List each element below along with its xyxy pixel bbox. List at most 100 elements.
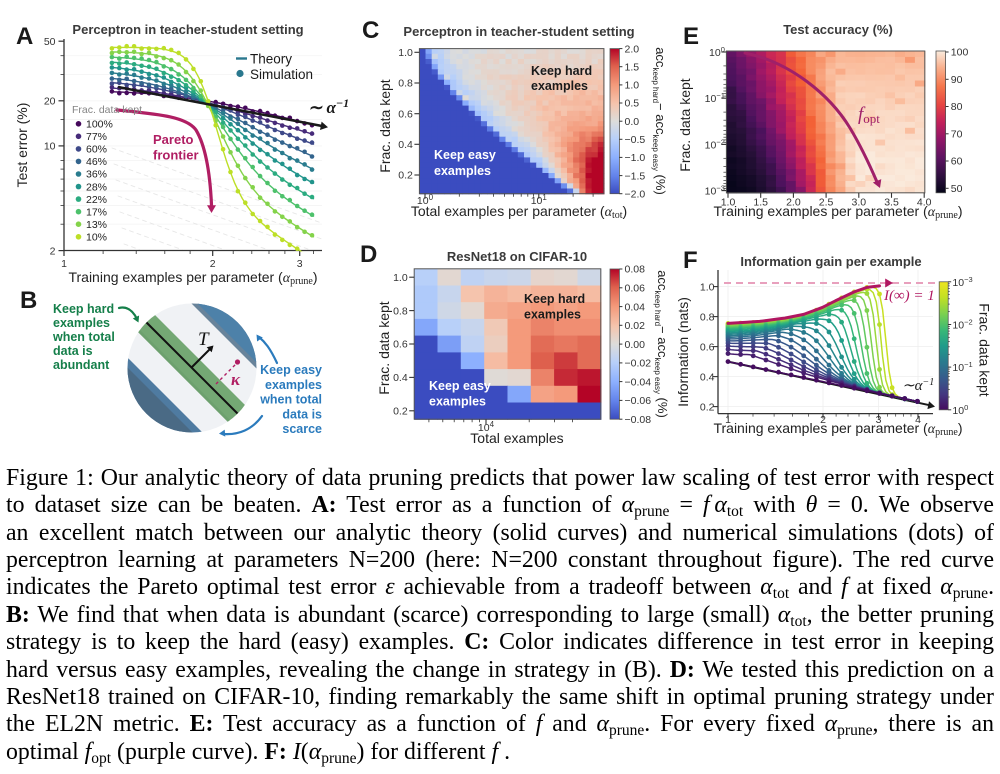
svg-text:examples: examples bbox=[429, 395, 486, 409]
svg-text:10: 10 bbox=[44, 141, 56, 153]
svg-text:−2.0: −2.0 bbox=[625, 188, 646, 200]
svg-text:2.0: 2.0 bbox=[786, 196, 801, 208]
svg-text:0.06: 0.06 bbox=[625, 282, 646, 294]
svg-text:100%: 100% bbox=[86, 119, 113, 131]
svg-text:10−1: 10−1 bbox=[952, 360, 972, 374]
svg-text:90: 90 bbox=[951, 74, 963, 86]
svg-text:1: 1 bbox=[61, 258, 67, 270]
svg-text:77%: 77% bbox=[86, 131, 107, 143]
svg-text:4.0: 4.0 bbox=[917, 196, 932, 208]
svg-text:−0.08: −0.08 bbox=[625, 414, 652, 426]
svg-text:0.4: 0.4 bbox=[393, 372, 408, 384]
svg-text:20: 20 bbox=[44, 96, 56, 108]
svg-text:E: E bbox=[683, 23, 699, 50]
svg-text:Frac. data kept: Frac. data kept bbox=[376, 301, 392, 394]
svg-text:0.5: 0.5 bbox=[625, 98, 640, 110]
svg-text:0.6: 0.6 bbox=[700, 341, 715, 353]
svg-text:acckeep hard− acckeep easy (%): acckeep hard− acckeep easy (%) bbox=[653, 270, 670, 418]
svg-text:1.0: 1.0 bbox=[398, 47, 413, 59]
svg-text:60: 60 bbox=[951, 156, 963, 168]
svg-text:0.04: 0.04 bbox=[625, 301, 646, 313]
svg-text:examples: examples bbox=[531, 79, 588, 93]
svg-text:4: 4 bbox=[915, 414, 921, 426]
svg-text:60%: 60% bbox=[86, 144, 107, 156]
svg-text:Frac. data kept: Frac. data kept bbox=[72, 104, 142, 116]
svg-text:Keep hard: Keep hard bbox=[53, 302, 114, 316]
svg-text:scarce: scarce bbox=[282, 422, 322, 436]
svg-text:when total: when total bbox=[52, 330, 115, 344]
svg-text:T: T bbox=[198, 329, 210, 350]
svg-text:B: B bbox=[20, 287, 37, 314]
svg-text:frontier: frontier bbox=[153, 148, 199, 163]
svg-text:0.8: 0.8 bbox=[393, 305, 408, 317]
svg-text:Perceptron in teacher-student: Perceptron in teacher-student setting bbox=[403, 24, 634, 39]
svg-text:∼α−1: ∼α−1 bbox=[902, 377, 934, 394]
svg-text:13%: 13% bbox=[86, 219, 107, 231]
svg-text:−0.04: −0.04 bbox=[625, 376, 652, 388]
svg-text:κ: κ bbox=[231, 370, 241, 389]
svg-text:examples: examples bbox=[524, 308, 581, 322]
svg-text:0.8: 0.8 bbox=[700, 311, 715, 323]
svg-text:−1.0: −1.0 bbox=[625, 152, 646, 164]
svg-text:1.0: 1.0 bbox=[625, 80, 640, 92]
svg-text:∼ α−1: ∼ α−1 bbox=[308, 96, 349, 117]
svg-text:50: 50 bbox=[44, 36, 56, 48]
svg-text:2.5: 2.5 bbox=[819, 196, 834, 208]
svg-text:1.0: 1.0 bbox=[393, 272, 408, 284]
svg-text:0.2: 0.2 bbox=[393, 406, 408, 418]
svg-text:Simulation: Simulation bbox=[250, 67, 313, 82]
svg-text:10−2: 10−2 bbox=[705, 137, 725, 151]
svg-text:10−3: 10−3 bbox=[952, 275, 972, 289]
svg-text:0.6: 0.6 bbox=[393, 339, 408, 351]
svg-text:examples: examples bbox=[434, 164, 491, 178]
svg-text:Keep easy: Keep easy bbox=[434, 148, 496, 162]
svg-text:ResNet18 on CIFAR-10: ResNet18 on CIFAR-10 bbox=[447, 249, 587, 264]
svg-text:Frac. data kept: Frac. data kept bbox=[677, 78, 693, 171]
svg-text:Frac. data kept: Frac. data kept bbox=[377, 79, 393, 172]
svg-text:1: 1 bbox=[725, 414, 731, 426]
svg-text:F: F bbox=[683, 247, 698, 274]
svg-text:Total examples per parameter (: Total examples per parameter (αtot) bbox=[411, 203, 627, 221]
svg-text:acckeep hard− acckeep easy (%): acckeep hard− acckeep easy (%) bbox=[651, 47, 668, 195]
svg-text:0.8: 0.8 bbox=[398, 78, 413, 90]
svg-text:3: 3 bbox=[876, 414, 882, 426]
svg-text:1.0: 1.0 bbox=[721, 196, 736, 208]
svg-text:C: C bbox=[362, 17, 379, 44]
svg-text:36%: 36% bbox=[86, 169, 107, 181]
svg-text:Keep easy: Keep easy bbox=[260, 363, 322, 377]
svg-text:1.5: 1.5 bbox=[753, 196, 768, 208]
svg-text:Test error (%): Test error (%) bbox=[14, 103, 30, 188]
svg-text:0.0: 0.0 bbox=[625, 116, 640, 128]
svg-text:46%: 46% bbox=[86, 156, 107, 168]
svg-text:2.0: 2.0 bbox=[625, 43, 640, 55]
svg-text:abundant: abundant bbox=[53, 358, 110, 372]
svg-text:0.4: 0.4 bbox=[700, 371, 715, 383]
svg-text:1.5: 1.5 bbox=[625, 61, 640, 73]
svg-text:3.5: 3.5 bbox=[884, 196, 899, 208]
svg-text:Perceptron in teacher-student: Perceptron in teacher-student setting bbox=[72, 22, 303, 37]
svg-text:3: 3 bbox=[297, 258, 303, 270]
svg-text:Keep hard: Keep hard bbox=[524, 292, 585, 306]
svg-text:100: 100 bbox=[709, 45, 725, 59]
svg-text:when total: when total bbox=[259, 393, 322, 407]
svg-text:10−1: 10−1 bbox=[705, 91, 725, 105]
svg-text:10−2: 10−2 bbox=[952, 317, 972, 331]
svg-text:2: 2 bbox=[820, 414, 826, 426]
svg-text:Training examples per paramete: Training examples per parameter (αprune) bbox=[713, 203, 962, 221]
svg-text:100: 100 bbox=[951, 47, 969, 59]
svg-text:D: D bbox=[360, 241, 377, 268]
svg-text:70: 70 bbox=[951, 128, 963, 140]
svg-text:A: A bbox=[16, 23, 33, 50]
svg-text:22%: 22% bbox=[86, 194, 107, 206]
svg-text:Training examples per paramete: Training examples per parameter (αprune) bbox=[713, 420, 962, 438]
svg-text:2: 2 bbox=[210, 258, 216, 270]
svg-text:Information (nats): Information (nats) bbox=[675, 297, 691, 407]
svg-text:Pareto: Pareto bbox=[153, 132, 194, 147]
svg-text:examples: examples bbox=[265, 378, 322, 392]
svg-text:50: 50 bbox=[951, 183, 963, 195]
svg-text:−0.06: −0.06 bbox=[625, 395, 652, 407]
svg-text:0.02: 0.02 bbox=[625, 320, 646, 332]
svg-text:0.6: 0.6 bbox=[398, 108, 413, 120]
svg-text:Theory: Theory bbox=[250, 52, 292, 67]
svg-text:Test accuracy (%): Test accuracy (%) bbox=[783, 22, 893, 37]
